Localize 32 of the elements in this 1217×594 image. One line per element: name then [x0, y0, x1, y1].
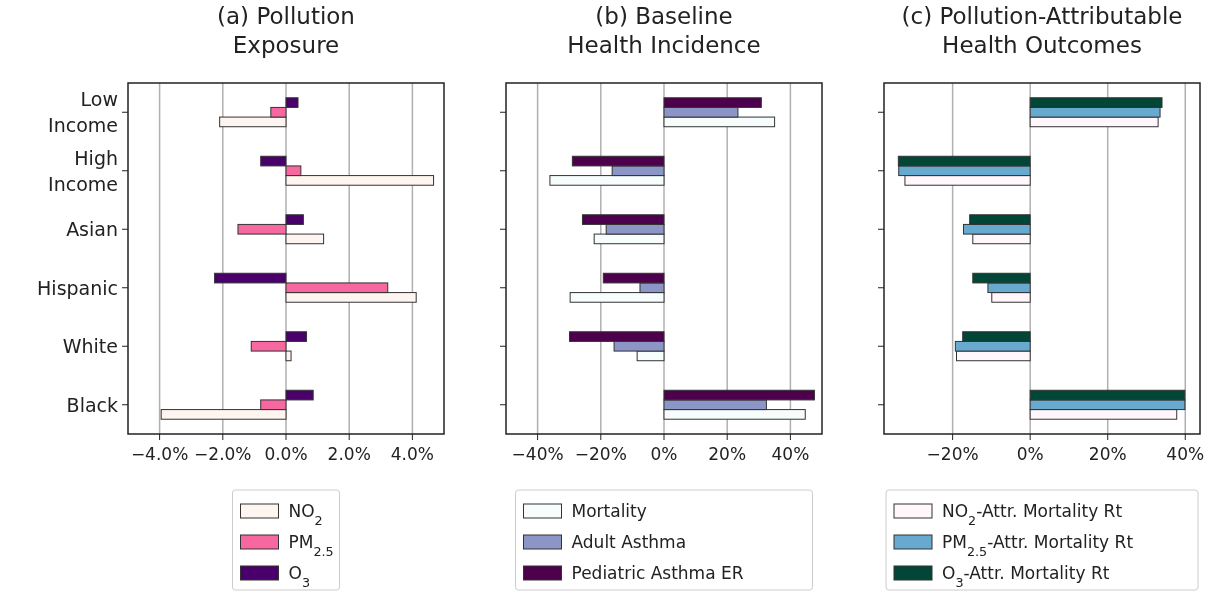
legend-label: Mortality [571, 501, 647, 521]
x-tick-label: 40% [771, 444, 810, 464]
x-tick-label: 40% [1166, 444, 1205, 464]
legend-label: Adult Asthma [571, 532, 687, 552]
x-tick-label: 2.0% [327, 444, 371, 464]
x-tick-label: −20% [574, 444, 627, 464]
chart-title: (a) Pollution Exposure [217, 3, 355, 58]
legend-label: O$_{3}$-Attr. Mortality Rt [942, 563, 1110, 590]
legend-label: NO$_{2}$ [288, 501, 323, 528]
y-tick-label: Hispanic [37, 276, 118, 299]
y-tick-label: Asian [66, 218, 118, 241]
x-tick-label: −2.0% [194, 444, 252, 464]
legend-label: Pediatric Asthma ER [571, 563, 744, 583]
x-tick-label: 4.0% [390, 444, 434, 464]
chart-title: (c) Pollution-Attributable Health Outcomes [901, 3, 1183, 58]
legend-label: O$_{3}$ [288, 563, 311, 590]
x-tick-label: 20% [1088, 444, 1127, 464]
x-tick-label: 0% [1016, 444, 1044, 464]
legend-label: NO$_{2}$-Attr. Mortality Rt [942, 501, 1123, 528]
y-tick-label: Black [66, 393, 118, 416]
x-tick-label: 0.0% [264, 444, 308, 464]
x-tick-label: −4.0% [130, 444, 189, 464]
legend-label: PM$_{2.5}$-Attr. Mortality Rt [942, 532, 1134, 559]
x-tick-label: −40% [511, 444, 564, 464]
legend-label: PM$_{2.5}$ [288, 532, 334, 559]
chart-title: (b) Baseline Health Incidence [567, 3, 761, 58]
x-tick-label: 20% [708, 444, 747, 464]
x-tick-label: 0% [650, 444, 678, 464]
y-tick-label: High Income [48, 146, 118, 195]
y-tick-label: White [62, 335, 118, 358]
x-tick-label: −20% [926, 444, 979, 464]
y-tick-label: Low Income [48, 88, 118, 137]
